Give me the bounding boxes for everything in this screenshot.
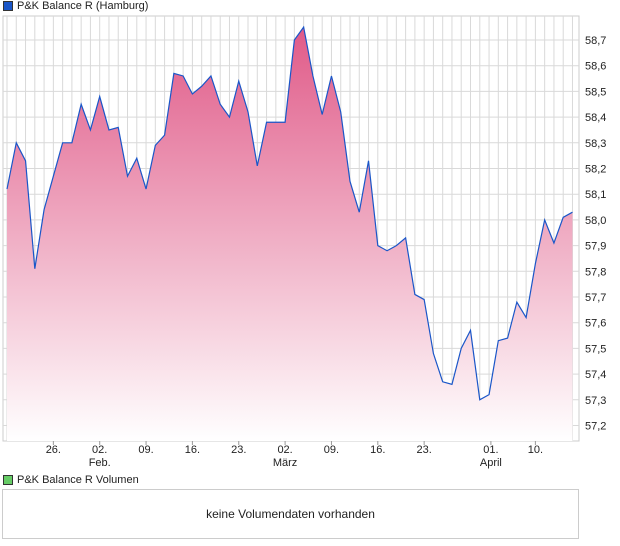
- x-tick-label: 23.: [417, 444, 432, 456]
- y-tick-label: 57,5: [585, 343, 606, 355]
- volume-legend-label: P&K Balance R Volumen: [17, 474, 139, 486]
- y-tick-label: 58,1: [585, 189, 606, 201]
- y-tick-label: 57,9: [585, 241, 606, 253]
- x-tick-month-label: Feb.: [89, 457, 111, 469]
- volume-legend-swatch: [3, 475, 13, 485]
- y-tick-label: 58,4: [585, 112, 606, 124]
- volume-legend: P&K Balance R Volumen: [3, 474, 139, 486]
- x-tick-label: 02.: [92, 444, 107, 456]
- y-tick-label: 57,7: [585, 292, 606, 304]
- y-tick-label: 58,2: [585, 164, 606, 176]
- volume-empty-text: keine Volumendaten vorhanden: [206, 507, 375, 521]
- x-tick-month-label: März: [273, 457, 297, 469]
- x-tick-label: 26.: [46, 444, 61, 456]
- volume-panel: keine Volumendaten vorhanden: [2, 489, 579, 539]
- price-line: [6, 25, 573, 401]
- y-tick-label: 57,3: [585, 395, 606, 407]
- y-tick-label: 58,6: [585, 61, 606, 73]
- y-tick-label: 58,5: [585, 86, 606, 98]
- y-tick-label: 58,7: [585, 35, 606, 47]
- x-tick-label: 23.: [231, 444, 246, 456]
- y-tick-label: 57,2: [585, 421, 606, 433]
- x-tick-label: 01.: [483, 444, 498, 456]
- y-tick-label: 57,6: [585, 318, 606, 330]
- x-tick-label: 09.: [138, 444, 153, 456]
- x-tick-label: 16.: [185, 444, 200, 456]
- price-chart: 58,7 58,6 58,5 58,4 58,3 58,2 58,1 58,0 57,9 57,8…: [2, 15, 606, 469]
- price-legend: P&K Balance R (Hamburg): [3, 0, 148, 12]
- y-tick-label: 58,0: [585, 215, 606, 227]
- x-tick-label: 02.: [277, 444, 292, 456]
- price-legend-swatch: [3, 1, 13, 11]
- y-tick-label: 57,8: [585, 266, 606, 278]
- price-legend-label: P&K Balance R (Hamburg): [17, 0, 149, 12]
- y-tick-label: 58,3: [585, 138, 606, 150]
- x-tick-label: 16.: [370, 444, 385, 456]
- x-tick-label: 09.: [324, 444, 339, 456]
- x-tick-month-label: April: [480, 457, 502, 469]
- price-area: [7, 27, 573, 442]
- x-tick-label: 10.: [528, 444, 543, 456]
- y-tick-label: 57,4: [585, 369, 606, 381]
